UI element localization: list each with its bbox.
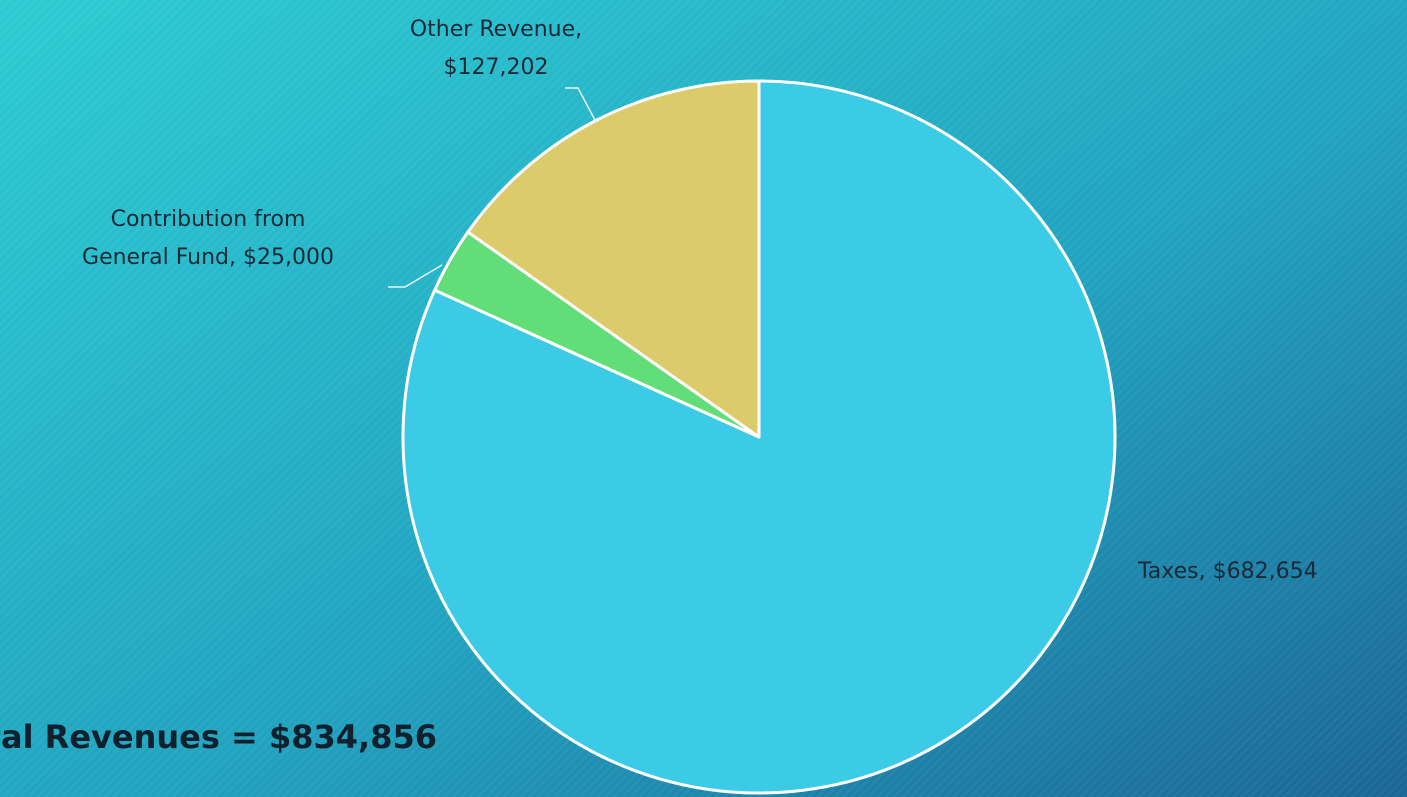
data-label: Contribution from General Fund, $25,000 — [82, 207, 334, 270]
data-label: Taxes, $682,654 — [1137, 559, 1318, 584]
pie — [401, 79, 1117, 795]
data-label: Other Revenue, $127,202 — [410, 17, 582, 80]
chart-title: Total Revenues = $834,856 — [0, 718, 437, 756]
leader-line — [388, 264, 443, 288]
leader-line — [565, 87, 597, 123]
